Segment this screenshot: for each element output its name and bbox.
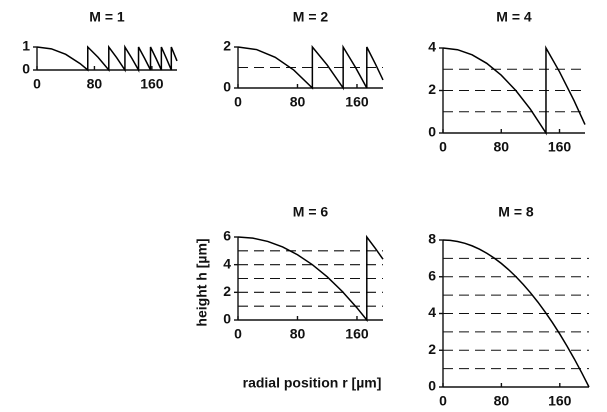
profile-line	[36, 44, 178, 73]
chart-title: M = 2	[293, 9, 329, 25]
profile-line	[442, 45, 586, 136]
profile-line	[237, 44, 384, 91]
chart-title: M = 1	[89, 9, 125, 25]
y-tick-label: 2	[223, 283, 231, 299]
profile-line	[442, 239, 590, 388]
y-tick-label: 0	[428, 378, 436, 394]
x-tick-label: 160	[345, 94, 369, 110]
y-tick-label: 2	[428, 341, 436, 357]
x-tick-label: 0	[33, 76, 41, 92]
x-tick-label: 160	[140, 76, 164, 92]
x-axis-label: radial position r [µm]	[243, 375, 382, 391]
x-tick-label: 0	[439, 139, 447, 155]
y-tick-label: 0	[428, 124, 436, 140]
x-tick-label: 80	[290, 94, 306, 110]
y-tick-label: 6	[223, 228, 231, 244]
chart-title: M = 8	[498, 204, 534, 220]
x-tick-label: 80	[87, 76, 103, 92]
y-tick-label: 0	[223, 79, 231, 95]
y-tick-label: 0	[223, 311, 231, 327]
x-tick-label: 0	[234, 94, 242, 110]
chart-title: M = 6	[293, 204, 329, 220]
x-tick-label: 80	[290, 326, 306, 342]
x-tick-label: 80	[493, 139, 509, 155]
y-tick-label: 4	[428, 39, 436, 55]
chart-title: M = 4	[496, 9, 532, 25]
y-tick-label: 6	[428, 267, 436, 283]
x-tick-label: 0	[439, 393, 447, 409]
y-tick-label: 2	[428, 81, 436, 97]
x-tick-label: 160	[548, 139, 572, 155]
x-tick-label: 80	[494, 393, 510, 409]
y-tick-label: 4	[223, 255, 231, 271]
profile-line	[237, 234, 384, 323]
y-axis-label: height h [µm]	[194, 238, 210, 326]
y-tick-label: 2	[223, 38, 231, 54]
x-tick-label: 0	[234, 326, 242, 342]
x-tick-label: 160	[548, 393, 572, 409]
y-tick-label: 4	[428, 304, 436, 320]
y-tick-label: 8	[428, 231, 436, 247]
y-tick-label: 1	[22, 38, 30, 54]
x-tick-label: 160	[345, 326, 369, 342]
y-tick-label: 0	[22, 61, 30, 77]
